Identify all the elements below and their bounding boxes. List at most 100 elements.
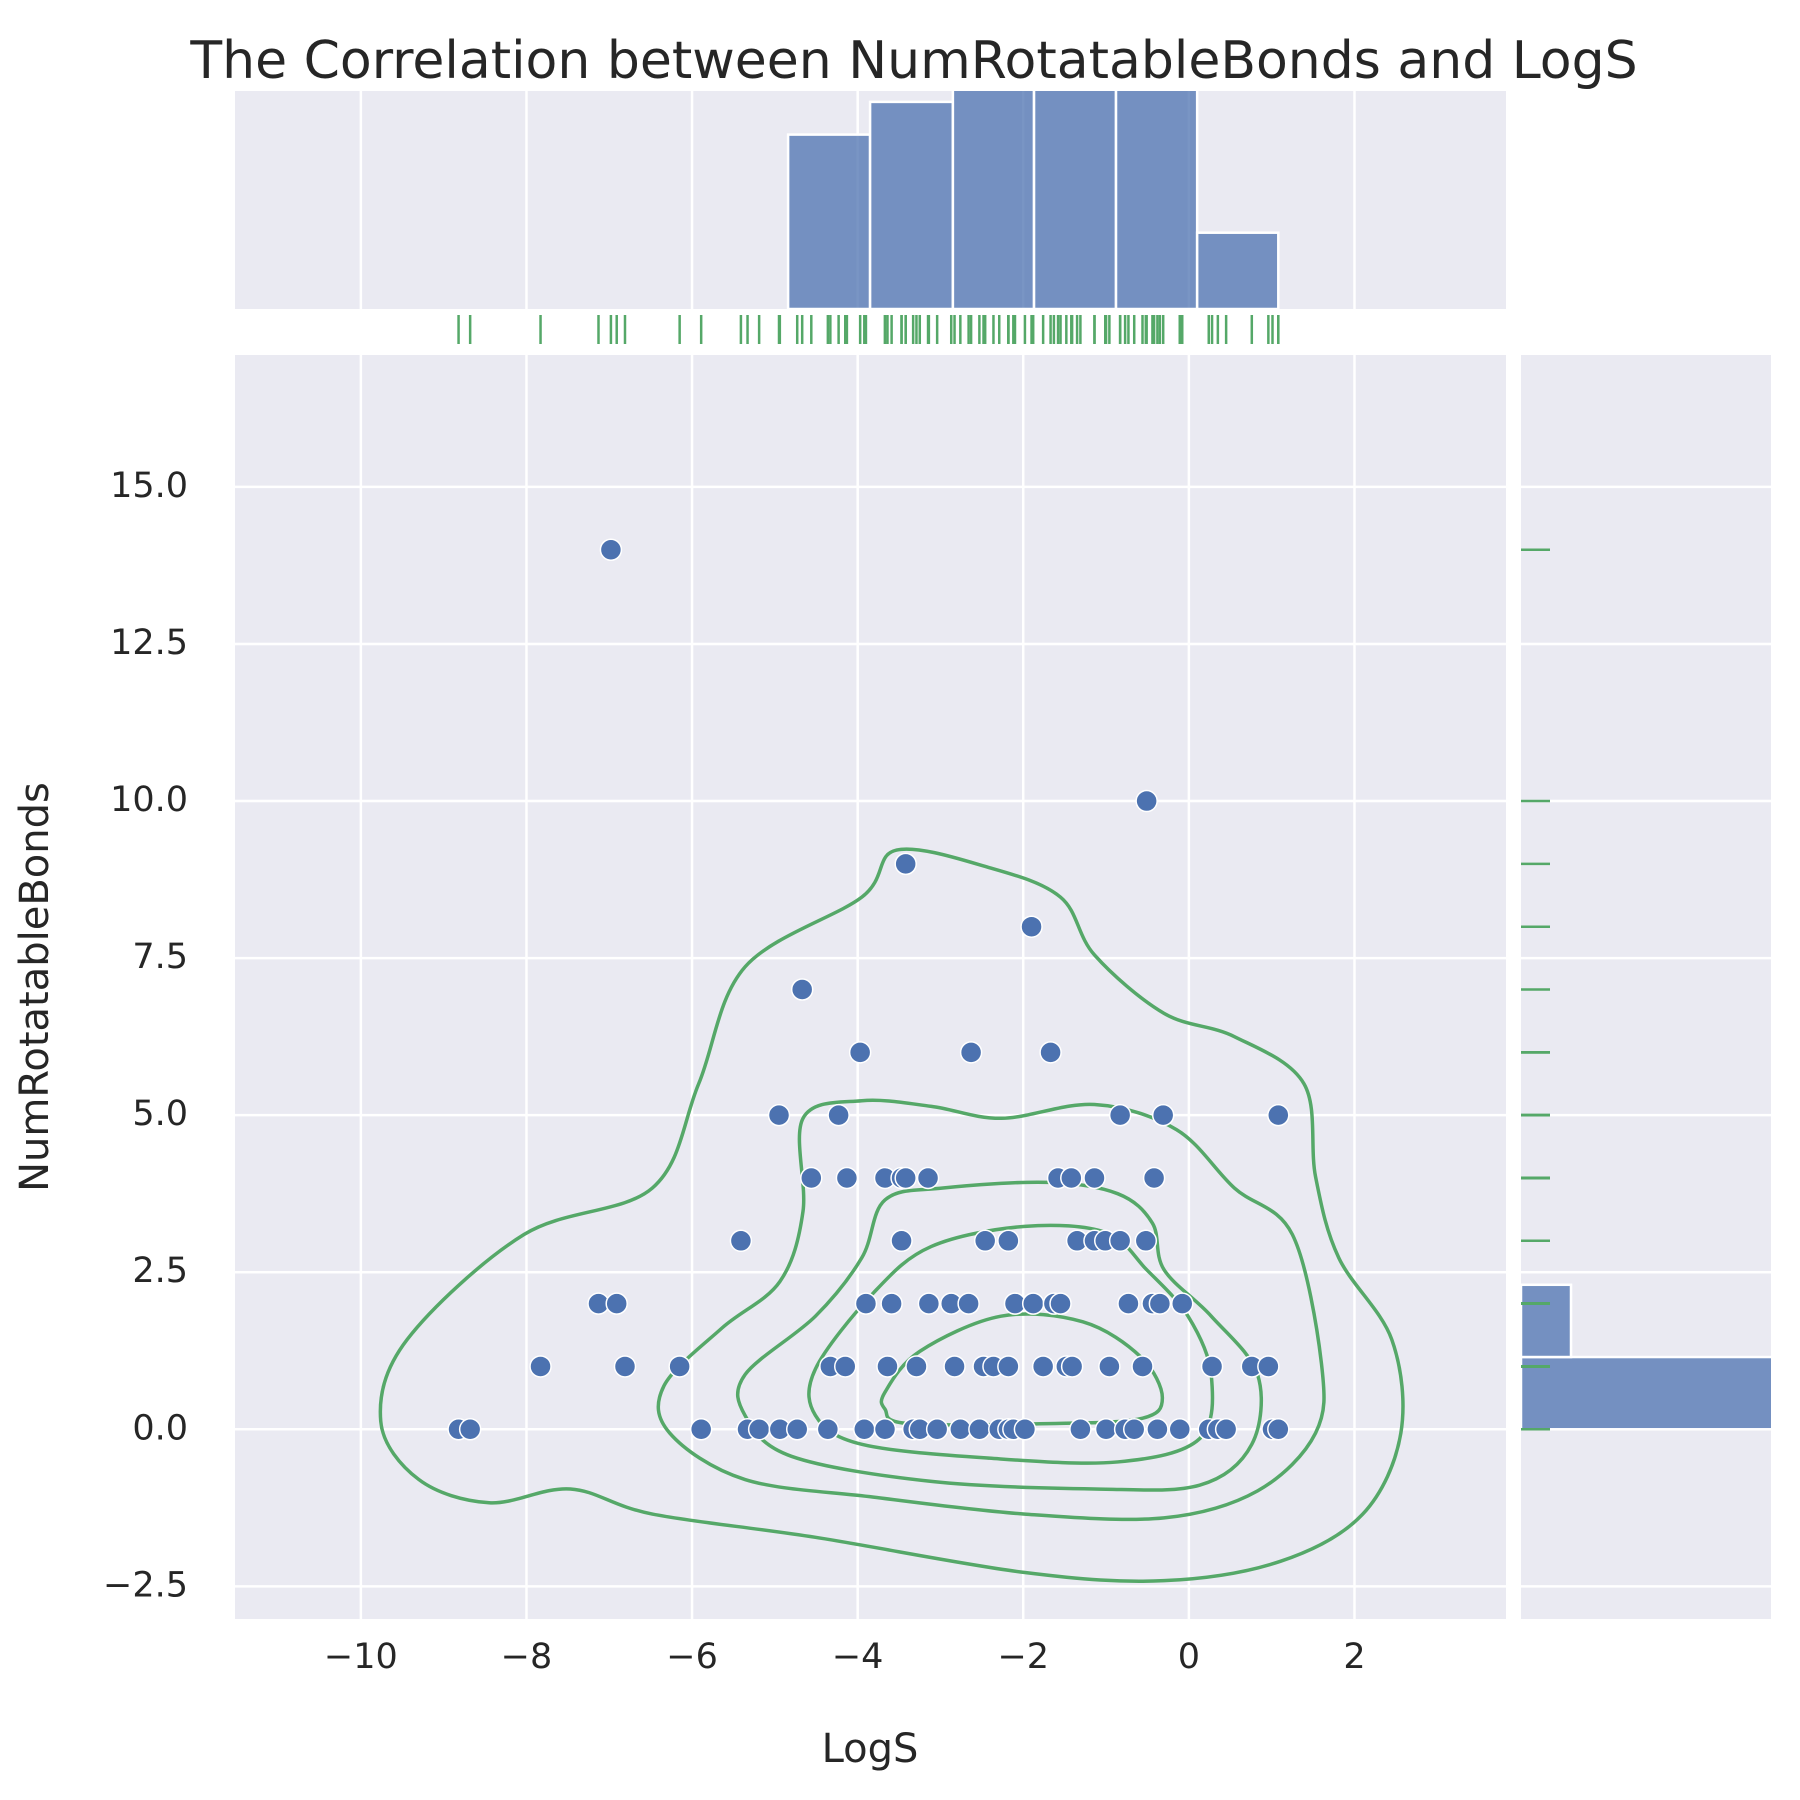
scatter-point: [800, 1166, 823, 1190]
x-tick-label: 0: [1178, 1637, 1200, 1677]
kde-contour: [378, 847, 1405, 1583]
scatter-point: [1021, 1292, 1045, 1315]
scatter-point: [1060, 1355, 1084, 1378]
scatter-point: [959, 1041, 983, 1064]
scatter-point: [894, 1166, 917, 1190]
scatter-point: [853, 1418, 876, 1441]
top-panel: [359, 91, 1356, 309]
histogram-bar: [1032, 91, 1118, 309]
y-tick-label: −2.5: [103, 1565, 188, 1605]
scatter-point: [599, 538, 623, 562]
right-panel: [1521, 485, 1771, 1588]
scatter-point: [925, 1418, 949, 1441]
scatter-point: [827, 1103, 850, 1127]
x-tick-label: −8: [501, 1637, 553, 1677]
histogram-bar: [1195, 231, 1280, 309]
scatter-point: [1134, 1229, 1158, 1253]
scatter-point: [916, 1166, 940, 1190]
y-tick-label: 7.5: [132, 937, 188, 977]
scatter-point: [1151, 1103, 1175, 1127]
scatter-point: [529, 1355, 552, 1378]
x-tick-label: −6: [666, 1637, 718, 1677]
scatter-point: [613, 1355, 637, 1378]
scatter-point: [1031, 1355, 1055, 1378]
scatter-point: [729, 1229, 753, 1253]
scatter-point: [747, 1418, 771, 1441]
scatter-point: [1049, 1292, 1072, 1315]
scatter-point: [949, 1418, 972, 1441]
scatter-point: [1020, 915, 1043, 938]
x-tick-label: −4: [832, 1637, 884, 1677]
scatter-point: [1267, 1418, 1290, 1441]
kde-contour: [656, 1098, 1326, 1522]
scatter-point: [943, 1355, 966, 1378]
scatter-point: [854, 1292, 878, 1315]
histogram-bar: [951, 91, 1036, 309]
scatter-point: [973, 1229, 997, 1253]
scatter-point: [1170, 1292, 1194, 1315]
scatter-point: [605, 1292, 628, 1315]
scatter-point: [957, 1292, 980, 1315]
y-tick-label: 12.5: [110, 623, 188, 663]
scatter-point: [1257, 1355, 1280, 1378]
scatter-point: [968, 1418, 991, 1441]
scatter-point: [1267, 1103, 1290, 1127]
scatter-point: [1142, 1166, 1166, 1190]
histogram-bar: [868, 100, 955, 309]
scatter-point: [1131, 1355, 1154, 1378]
plot-background: [235, 355, 1506, 1619]
x-tick-label: −2: [997, 1637, 1049, 1677]
scatter-point: [1098, 1355, 1121, 1378]
scatter-point: [1083, 1166, 1106, 1190]
scatter-point: [668, 1355, 691, 1378]
scatter-point: [1200, 1355, 1224, 1378]
y-tick-label: 5.0: [132, 1094, 188, 1134]
scatter-point: [833, 1355, 857, 1378]
y-tick-label: 2.5: [132, 1251, 188, 1291]
scatter-point: [767, 1103, 791, 1127]
scatter-point: [1117, 1292, 1140, 1315]
histogram-bar: [1114, 91, 1199, 309]
scatter-point: [1108, 1229, 1132, 1253]
scatter-point: [848, 1041, 872, 1064]
scatter-point: [1039, 1041, 1062, 1064]
scatter-point: [880, 1292, 903, 1315]
y-tick-label: 0.0: [132, 1408, 188, 1448]
scatter-point: [689, 1418, 713, 1441]
scatter-point: [1013, 1418, 1037, 1441]
scatter-point: [905, 1355, 928, 1378]
scatter-point: [1168, 1418, 1192, 1441]
scatter-point: [997, 1355, 1020, 1378]
scatter-point: [1122, 1418, 1146, 1441]
scatter-point: [785, 1418, 809, 1441]
histogram-bar: [1521, 1283, 1573, 1359]
kde-contour: [736, 1180, 1263, 1492]
scatter-point: [1214, 1418, 1238, 1441]
scatter-point: [876, 1355, 899, 1378]
scatter-point: [873, 1418, 897, 1441]
scatter-point: [894, 852, 917, 876]
scatter-point: [1069, 1418, 1092, 1441]
chart-title: The Correlation between NumRotatableBond…: [189, 31, 1637, 91]
scatter-point: [917, 1292, 941, 1315]
scatter-point: [1108, 1103, 1132, 1127]
x-tick-label: 2: [1343, 1637, 1365, 1677]
histogram-bar: [1521, 1355, 1771, 1431]
scatter-point: [1135, 789, 1158, 813]
scatter-point: [890, 1229, 913, 1253]
scatter-point: [1094, 1418, 1118, 1441]
scatter-point: [816, 1418, 840, 1441]
scatter-point: [1060, 1166, 1083, 1190]
y-tick-label: 10.0: [110, 780, 188, 820]
y-axis-label: NumRotatableBonds: [12, 782, 58, 1192]
scatter-point: [835, 1166, 859, 1190]
x-tick-label: −10: [324, 1637, 398, 1677]
scatter-point: [1148, 1292, 1172, 1315]
y-tick-label: 15.0: [110, 466, 188, 506]
main-panel: [235, 355, 1506, 1619]
scatter-point: [458, 1418, 482, 1441]
histogram-bar: [786, 133, 872, 309]
scatter-point: [1146, 1418, 1169, 1441]
x-axis-label: LogS: [822, 1726, 919, 1772]
